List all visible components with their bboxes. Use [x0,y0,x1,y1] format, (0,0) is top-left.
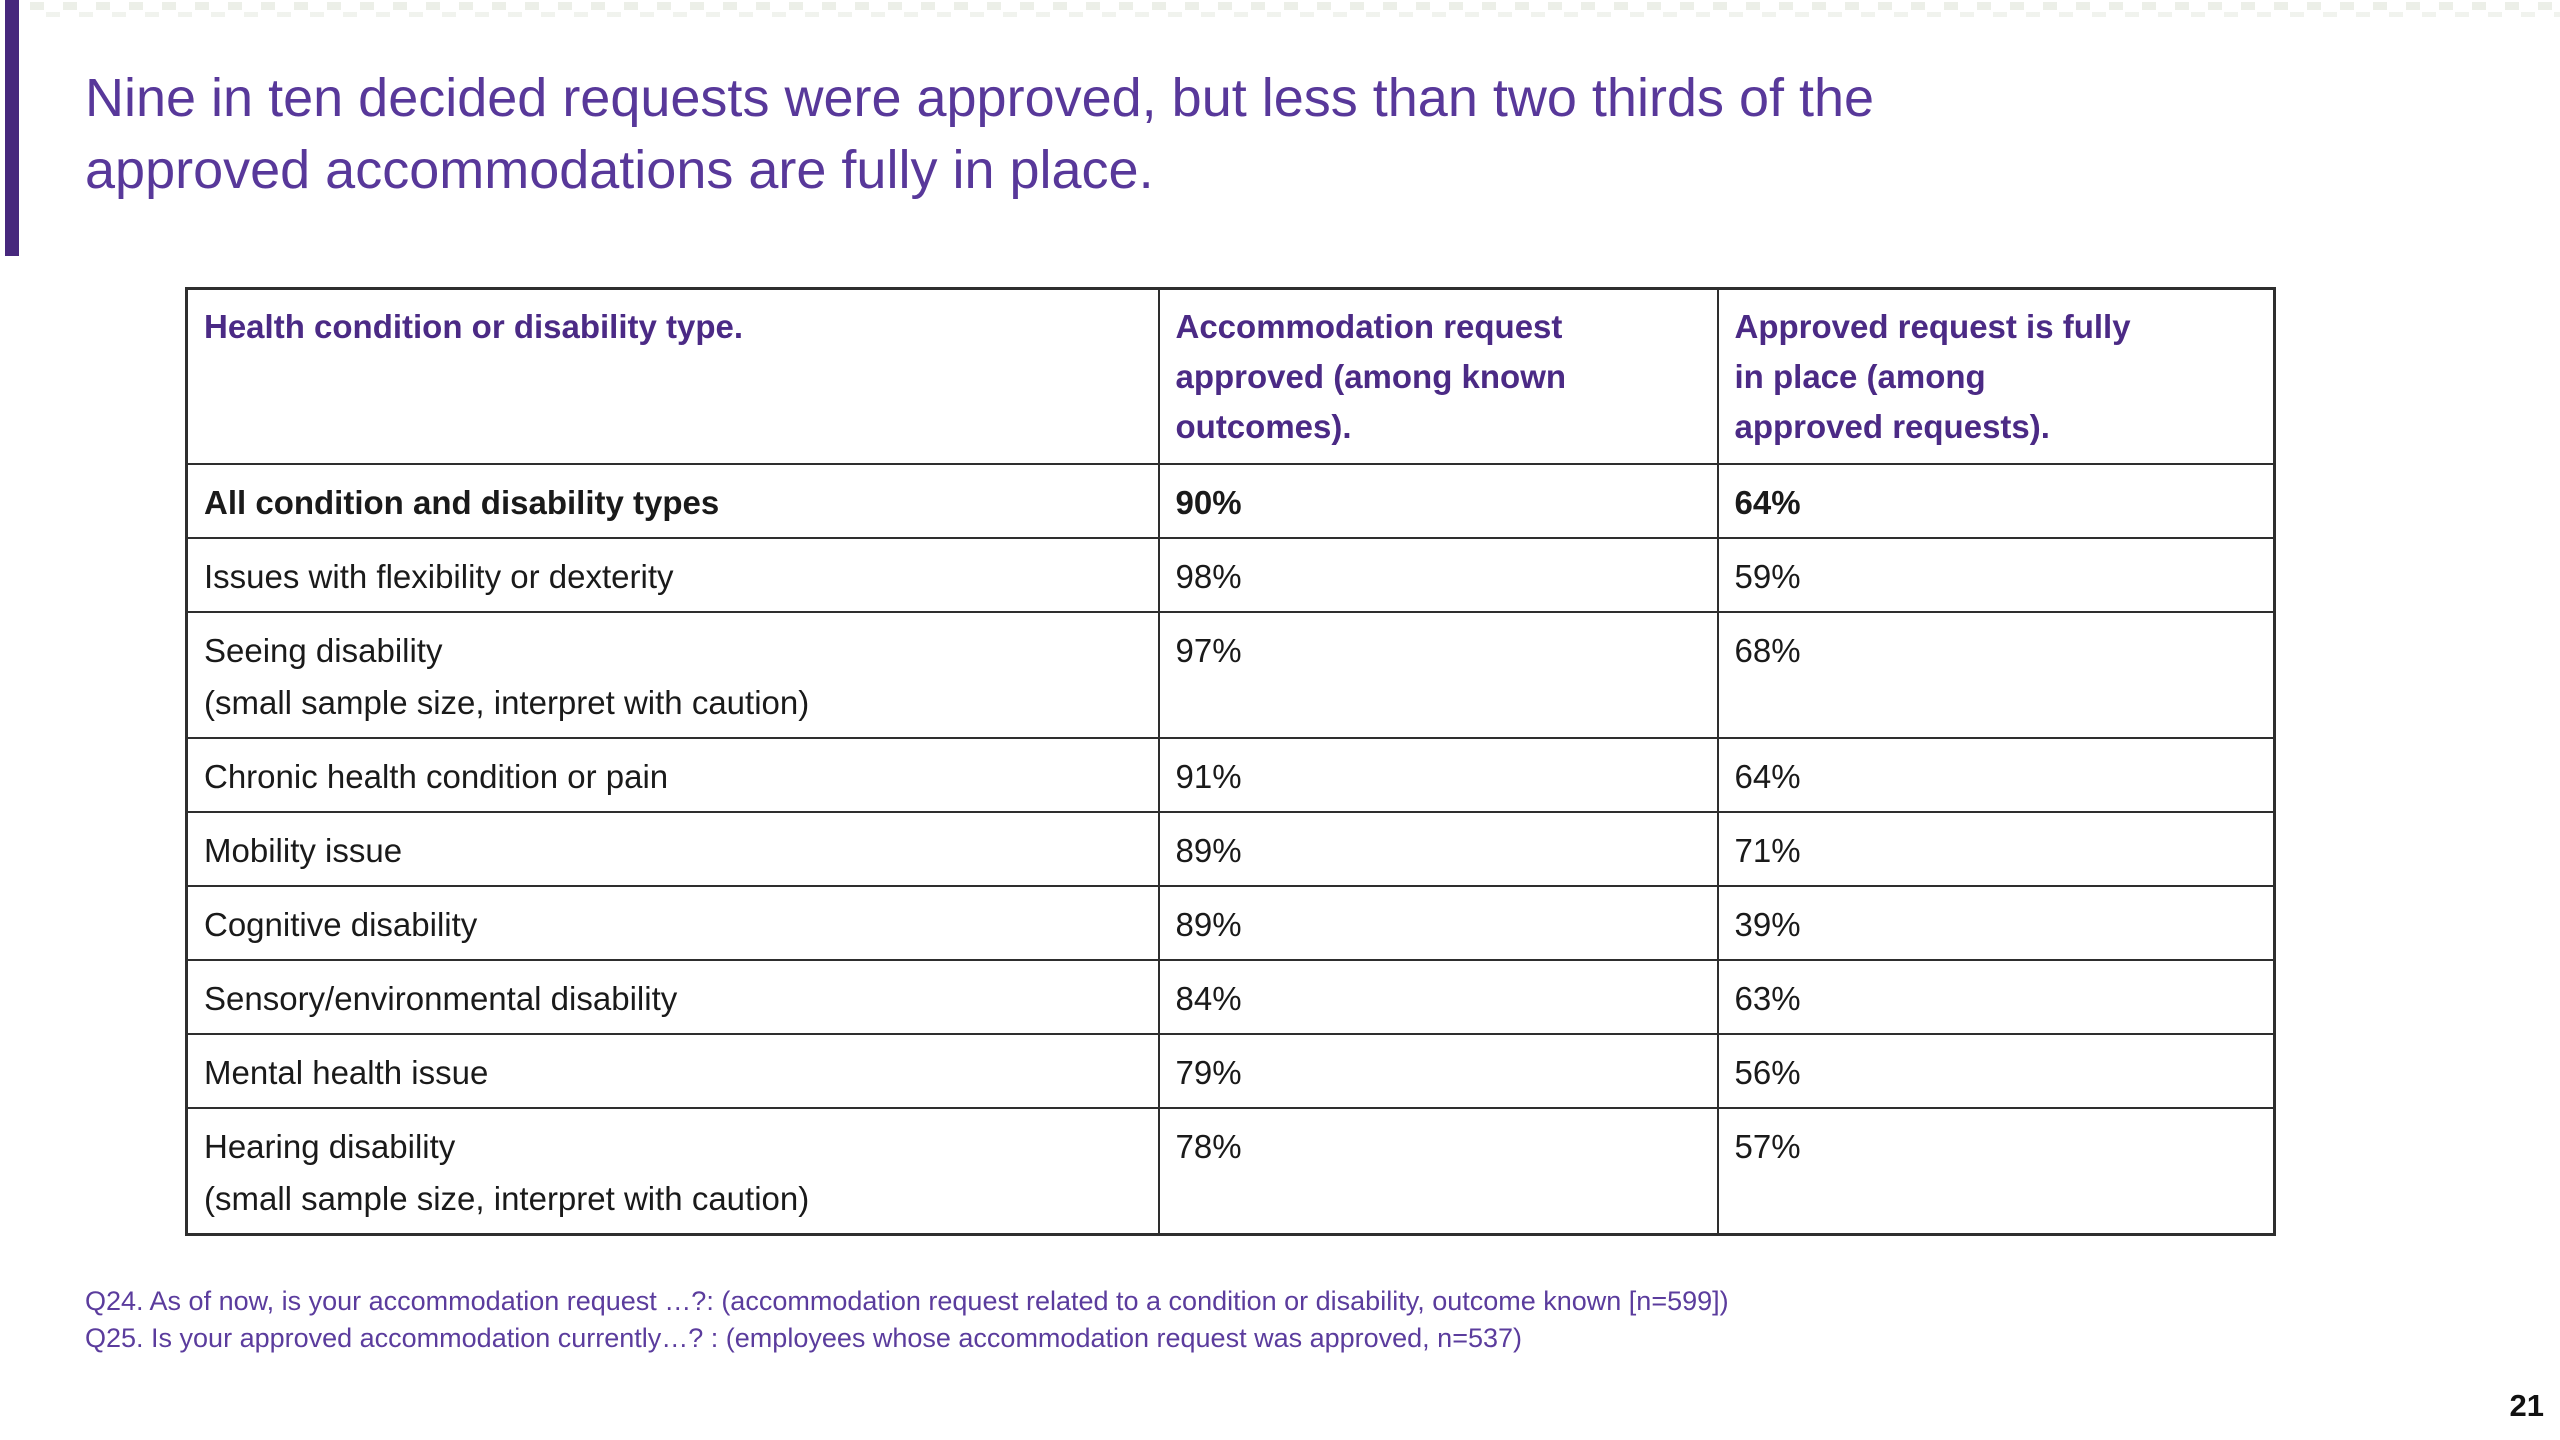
approved-value: 79% [1157,1032,1719,1109]
row-label: Sensory/environmental disability [185,958,1160,1035]
table-row-all-conditions: All condition and disability types 90% 6… [185,462,2276,539]
row-label: Cognitive disability [185,884,1160,961]
approved-value: 91% [1157,736,1719,813]
small-sample-note: (small sample size, interpret with cauti… [204,1179,810,1217]
fully-in-place-value: 63% [1716,958,2276,1035]
fully-in-place-value: 71% [1716,810,2276,887]
header-condition-type: Health condition or disability type. [185,287,1160,465]
fully-in-place-value: 68% [1716,610,2276,739]
row-label: Seeing disability (small sample size, in… [185,610,1160,739]
accommodation-outcomes-table: Health condition or disability type. Acc… [185,287,2276,1236]
table-row-sensory: Sensory/environmental disability 84% 63% [185,958,2276,1035]
approved-value: 97% [1157,610,1719,739]
approved-value: 78% [1157,1106,1719,1235]
fully-in-place-value: 57% [1716,1106,2276,1235]
footnote-q25: Q25. Is your approved accommodation curr… [85,1323,1522,1353]
fully-in-place-value: 59% [1716,536,2276,613]
fully-in-place-value: 64% [1716,736,2276,813]
page-title-line-1: Nine in ten decided requests were approv… [85,68,1875,128]
fully-in-place-value: 64% [1716,462,2276,539]
row-label: Mental health issue [185,1032,1160,1109]
small-sample-note: (small sample size, interpret with cauti… [204,683,810,721]
approved-value: 89% [1157,810,1719,887]
footnotes: Q24. As of now, is your accommodation re… [85,1283,1729,1357]
page-title-line-2: approved accommodations are fully in pla… [85,140,1154,200]
table-row-flexibility: Issues with flexibility or dexterity 98%… [185,536,2276,613]
page-title: Nine in ten decided requests were approv… [85,62,1874,206]
table-row-chronic: Chronic health condition or pain 91% 64% [185,736,2276,813]
fully-in-place-value: 39% [1716,884,2276,961]
row-label: All condition and disability types [185,462,1160,539]
cropped-top-text-strip-2 [30,12,2560,17]
fully-in-place-value: 56% [1716,1032,2276,1109]
row-label: Chronic health condition or pain [185,736,1160,813]
cropped-top-text-strip [30,2,2560,10]
page-number: 21 [2509,1388,2544,1423]
table-row-seeing: Seeing disability (small sample size, in… [185,610,2276,739]
footnote-q24: Q24. As of now, is your accommodation re… [85,1286,1729,1316]
header-fully-in-place: Approved request is fully in place (amon… [1716,287,2276,465]
row-label: Mobility issue [185,810,1160,887]
table-row-hearing: Hearing disability (small sample size, i… [185,1106,2276,1235]
row-label: Hearing disability (small sample size, i… [185,1106,1160,1235]
table-header-row: Health condition or disability type. Acc… [185,287,2276,465]
table-row-mobility: Mobility issue 89% 71% [185,810,2276,887]
title-accent-bar [5,0,19,256]
row-label: Issues with flexibility or dexterity [185,536,1160,613]
approved-value: 89% [1157,884,1719,961]
approved-value: 90% [1157,462,1719,539]
header-approved: Accommodation request approved (among kn… [1157,287,1719,465]
approved-value: 98% [1157,536,1719,613]
table-row-mental-health: Mental health issue 79% 56% [185,1032,2276,1109]
approved-value: 84% [1157,958,1719,1035]
table-row-cognitive: Cognitive disability 89% 39% [185,884,2276,961]
